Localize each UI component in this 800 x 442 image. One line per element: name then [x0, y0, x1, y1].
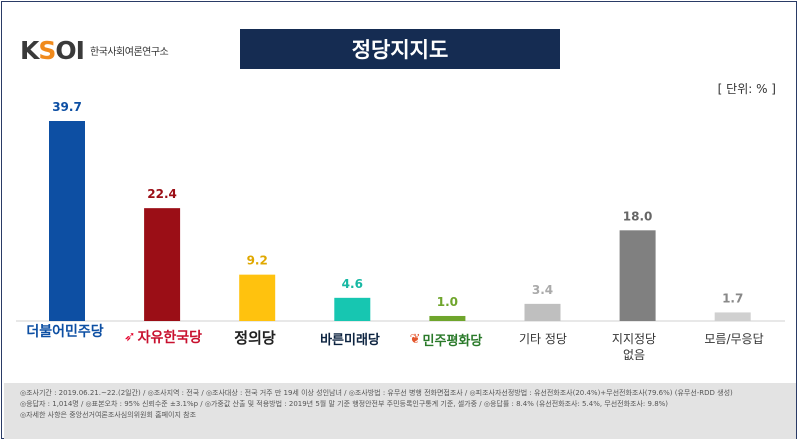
label-no-party-line2: 없음	[622, 348, 646, 362]
bar-7	[714, 312, 751, 321]
bar-1	[144, 208, 181, 321]
label-no-party-line1: 지지정당	[611, 332, 657, 346]
value-label-3: 4.6	[342, 277, 363, 291]
label-democratic-party-text: 더불어민주당	[26, 324, 104, 340]
label-other-parties-text: 기타 정당	[519, 332, 567, 346]
value-label-2: 9.2	[247, 254, 268, 268]
value-label-5: 3.4	[532, 283, 553, 297]
footnote-line-1: ◎조사기간 : 2019.06.21.~22.(2일간) / ◎조사지역 : 전…	[20, 389, 733, 397]
survey-footnote: ◎조사기간 : 2019.06.21.~22.(2일간) / ◎조사지역 : 전…	[4, 383, 796, 439]
label-justice-party: 정의당	[220, 322, 290, 352]
unit-label: [ 단위: % ]	[717, 82, 776, 96]
value-label-4: 1.0	[437, 295, 458, 309]
label-democratic-party: 더불어민주당	[18, 316, 112, 346]
bar-3	[334, 297, 371, 321]
label-peace-party: ❦ 민주평화당	[395, 324, 497, 354]
value-label-7: 1.7	[722, 291, 743, 305]
liberty-torch-icon: ➶	[123, 329, 136, 345]
bar-5	[524, 303, 561, 321]
label-peace-party-text: 민주평화당	[422, 333, 483, 349]
ksoi-logo: KSOI 한국사회여론연구소	[20, 34, 169, 66]
label-bareunmirae-party-text: 바른미래당	[320, 332, 380, 348]
peace-leaf-icon: ❦	[409, 331, 421, 347]
logo-brand: KSOI	[20, 35, 85, 65]
value-label-0: 39.7	[52, 100, 82, 114]
label-dont-know-text: 모름/무응답	[704, 332, 764, 346]
bar-0	[49, 121, 85, 321]
label-dont-know: 모름/무응답	[686, 331, 782, 347]
label-other-parties: 기타 정당	[500, 331, 586, 347]
value-label-6: 18.0	[623, 209, 653, 223]
bar-2	[239, 274, 276, 321]
label-liberty-korea-party-text: 자유한국당	[137, 330, 203, 346]
label-no-party: 지지정당 없음	[590, 331, 678, 363]
value-label-1: 22.4	[147, 187, 177, 201]
chart-title: 정당지지도	[240, 29, 560, 69]
label-bareunmirae-party: 바른미래당	[305, 323, 395, 353]
label-liberty-korea-party: ➶ 자유한국당	[115, 322, 211, 352]
bar-4	[429, 315, 466, 321]
label-justice-party-text: 정의당	[234, 328, 276, 347]
logo-subtitle: 한국사회여론연구소	[89, 46, 169, 58]
bar-6	[619, 230, 656, 321]
footnote-line-3: ◎자세한 사항은 중앙선거여론조사심의위원회 홈페이지 참조	[20, 411, 197, 419]
footnote-line-2: ◎응답자 : 1,014명 / ◎표본오차 : 95% 신뢰수준 ±3.1%p …	[20, 400, 669, 408]
